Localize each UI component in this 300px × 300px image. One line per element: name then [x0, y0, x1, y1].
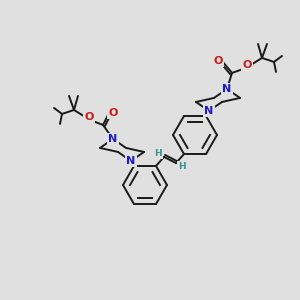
- Text: O: O: [213, 56, 223, 66]
- Text: H: H: [154, 149, 162, 158]
- Text: H: H: [178, 162, 186, 171]
- Text: N: N: [108, 134, 118, 144]
- Text: O: O: [108, 108, 118, 118]
- Text: N: N: [222, 84, 232, 94]
- Text: N: N: [204, 106, 214, 116]
- Text: O: O: [84, 112, 94, 122]
- Text: O: O: [242, 60, 252, 70]
- Text: N: N: [126, 156, 136, 166]
